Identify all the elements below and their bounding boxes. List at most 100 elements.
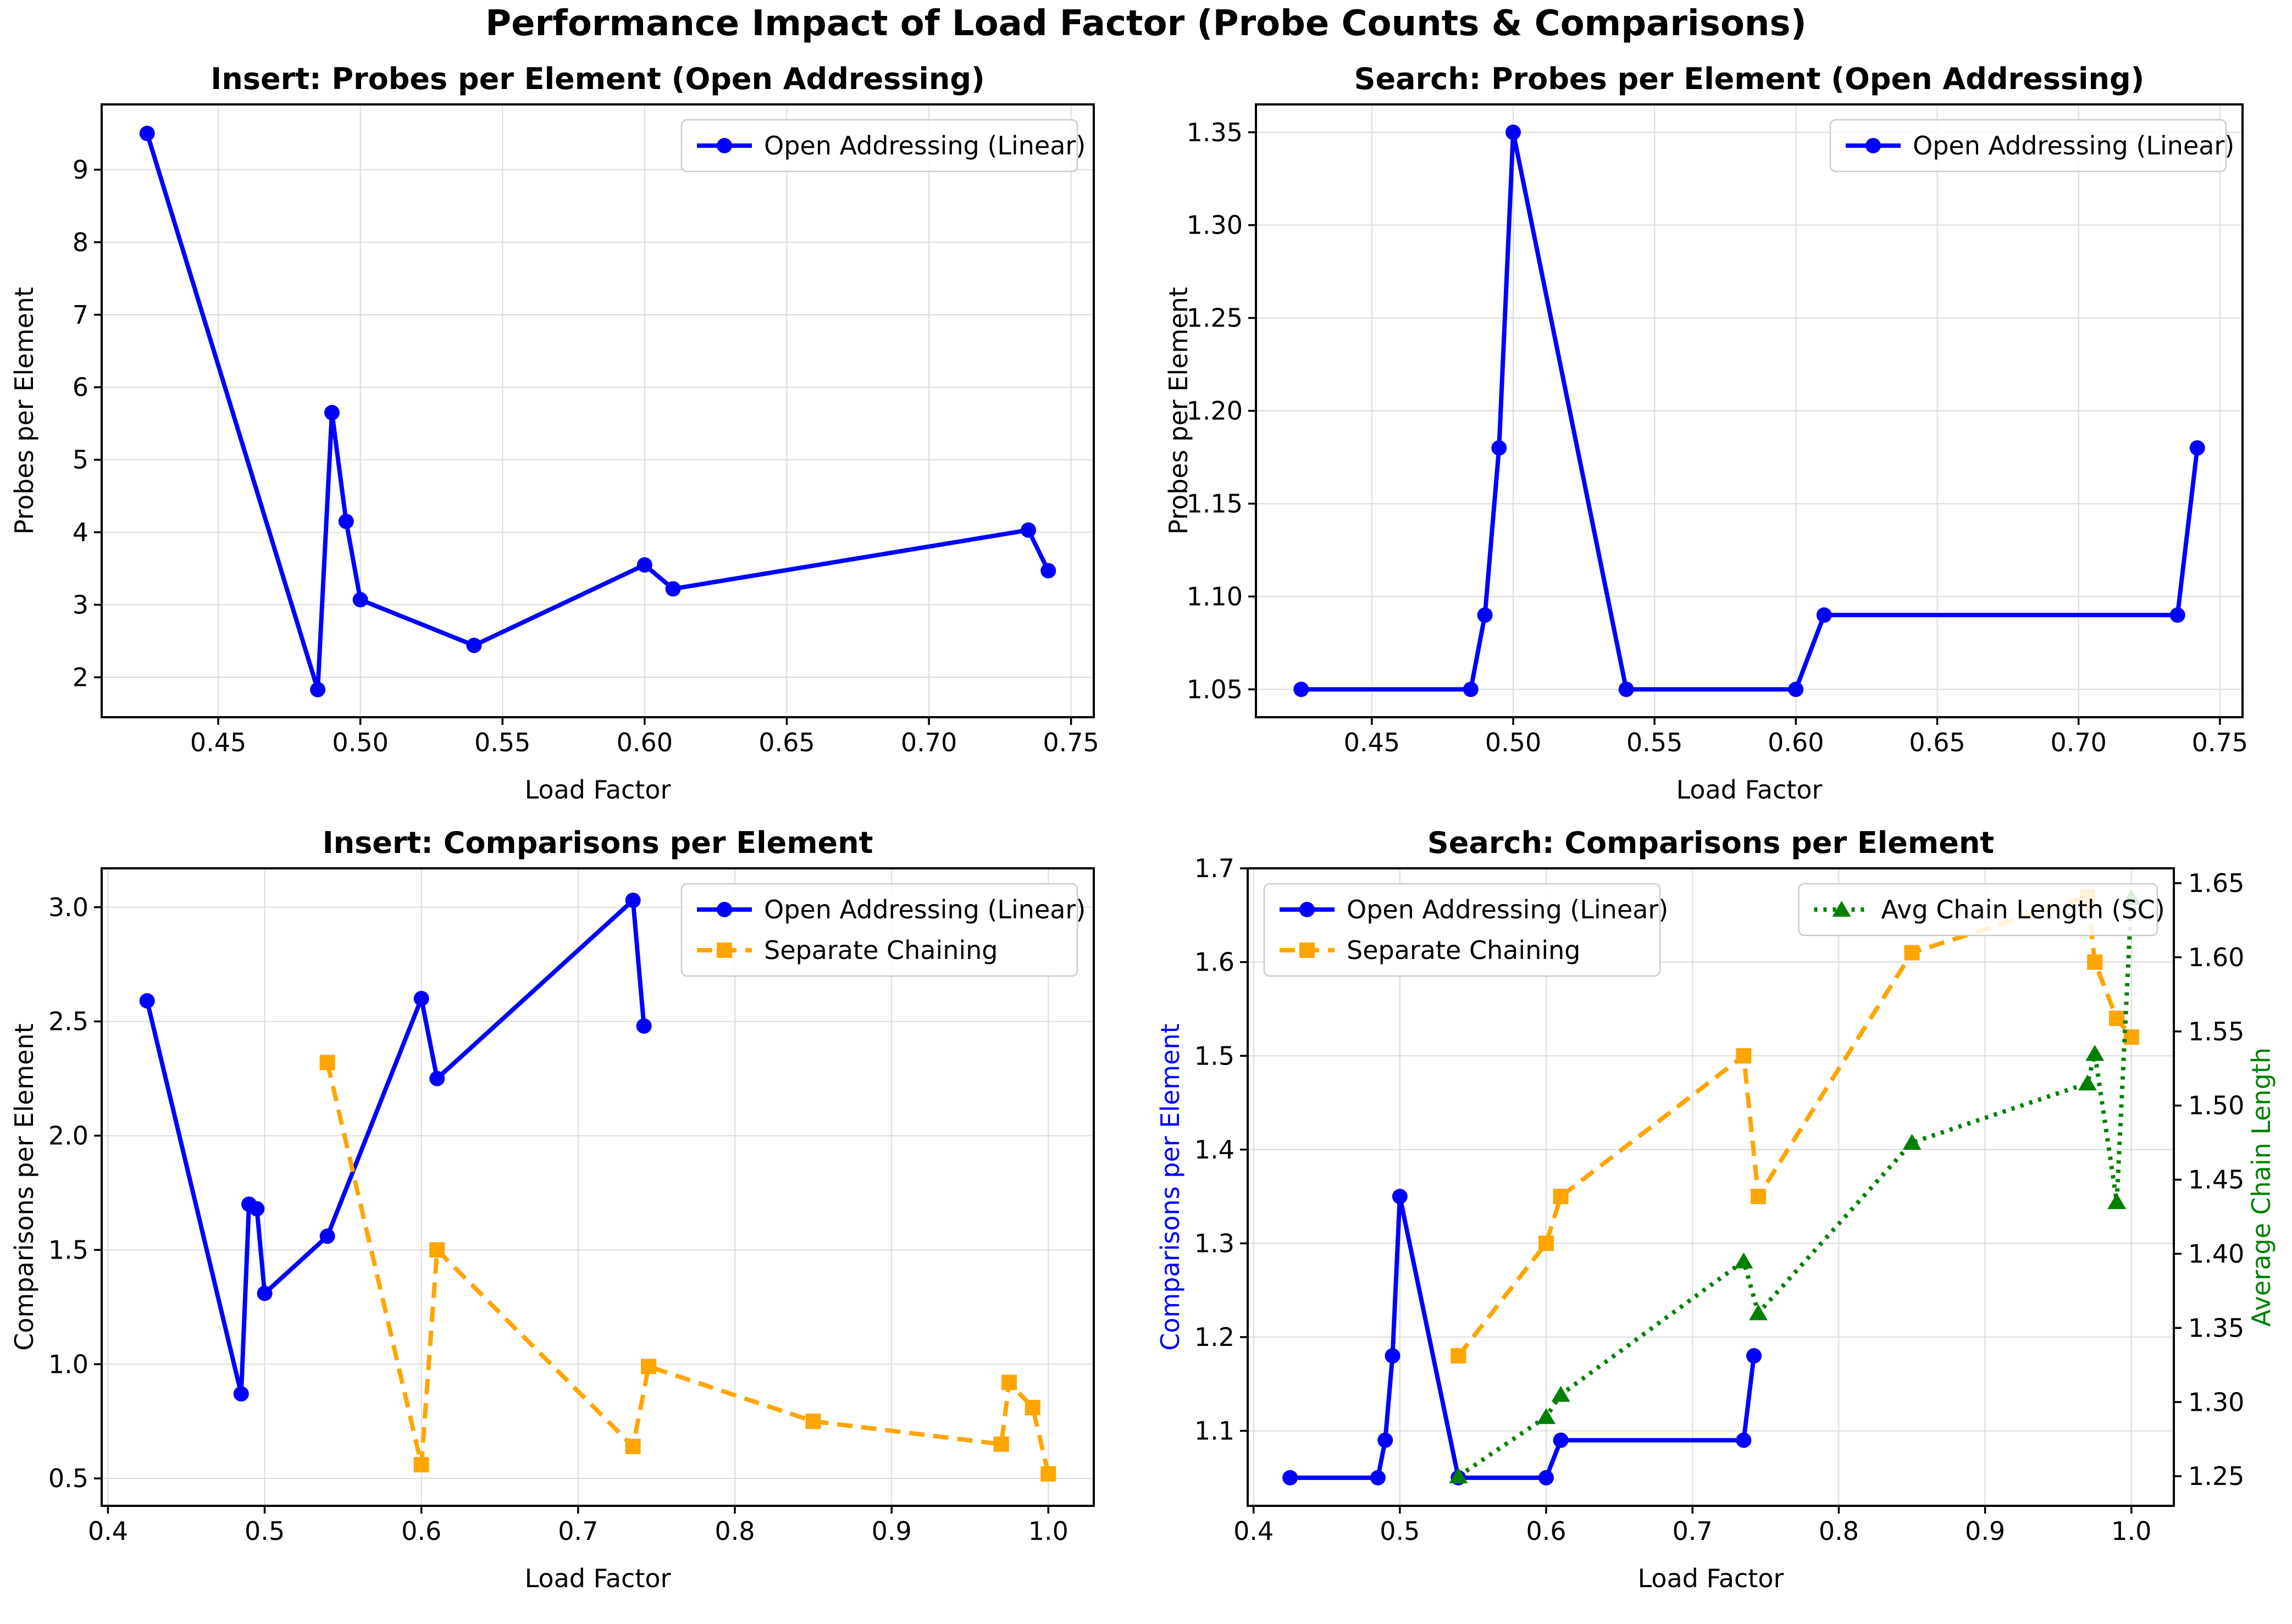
- data-point-separate-chaining: [641, 1359, 657, 1374]
- y-axis: 1.05 1.10 1.15 1.20 1.25 1.30 1.35 Probes per E…: [1164, 118, 1256, 704]
- legend-upper-right: Open Addressing (Linear) Separate Chainin…: [680, 883, 1086, 977]
- legend-box: [1798, 883, 2158, 936]
- legend-marker-circle: [1299, 902, 1315, 917]
- data-point-separate-chaining: [1538, 1235, 1554, 1251]
- data-point-open-addressing-linear: [665, 581, 681, 597]
- y-tick-label: 6: [73, 373, 88, 402]
- data-point-open-addressing-linear: [466, 638, 482, 653]
- data-point-avg-chain-length-sc: [2107, 1193, 2127, 1209]
- data-point-separate-chaining: [1001, 1374, 1017, 1390]
- data-point-open-addressing-linear: [1385, 1348, 1400, 1364]
- series-open-addressing-linear: [1293, 124, 2205, 697]
- y-tick-label: 1.2: [1194, 1322, 1234, 1352]
- y-axis-label: Comparisons per Element: [9, 1023, 39, 1350]
- chart-insert-probes-svg: 0.45 0.50 0.55 0.60 0.65 0.70 0.75 Load Factor 2…: [9, 62, 1099, 805]
- y2-tick-label: 1.30: [2188, 1387, 2244, 1417]
- legend-box: [680, 883, 1078, 977]
- y-tick-label: 1.15: [1187, 489, 1243, 519]
- y2-tick-label: 1.25: [2188, 1461, 2244, 1491]
- series-line-open-addressing-linear: [145, 898, 646, 1396]
- data-point-open-addressing-linear: [413, 990, 429, 1006]
- y2-tick-label: 1.40: [2188, 1239, 2244, 1268]
- y-tick-label: 1.5: [48, 1235, 88, 1265]
- data-point-open-addressing-linear: [338, 513, 354, 529]
- data-point-avg-chain-length-sc: [1902, 1134, 1922, 1150]
- chart-grid: 0.45 0.50 0.55 0.60 0.65 0.70 0.75 Load Factor 2…: [0, 58, 2292, 1624]
- data-point-open-addressing-linear: [1377, 1432, 1393, 1448]
- y-tick-label: 1.6: [1194, 947, 1234, 977]
- y-tick-label: 1.30: [1187, 210, 1243, 240]
- y-tick-label: 1.0: [48, 1349, 88, 1379]
- y-tick-label: 2.0: [48, 1121, 88, 1151]
- legend-label: Separate Chaining: [1347, 935, 1580, 965]
- gridlines: [1256, 104, 2243, 717]
- data-point-separate-chaining: [1451, 1348, 1466, 1364]
- data-point-separate-chaining: [1025, 1400, 1040, 1416]
- y-axis: 0.5 1.0 1.5 2.0 2.5 3.0 Comparisons per Elemen…: [9, 893, 102, 1493]
- data-point-open-addressing-linear: [319, 1228, 335, 1244]
- series-line-open-addressing-linear: [1301, 130, 2200, 692]
- legend-marker-circle: [1865, 138, 1881, 153]
- y-tick-label: 1.4: [1194, 1135, 1234, 1165]
- y-tick-label: 1.25: [1187, 303, 1243, 333]
- x-axis-label: Load Factor: [1638, 1564, 1784, 1593]
- y-tick-label: 1.3: [1194, 1228, 1234, 1258]
- legend-label: Open Addressing (Linear): [764, 131, 1086, 160]
- y-tick-label: 1.05: [1187, 674, 1243, 704]
- x-tick-label: 1.0: [2111, 1516, 2151, 1546]
- y-tick-label: 1.10: [1187, 581, 1243, 611]
- x-tick-label: 0.7: [1673, 1516, 1713, 1546]
- series-line-separate-chaining: [1457, 894, 2133, 1357]
- x-tick-label: 0.5: [245, 1516, 285, 1546]
- x-tick-label: 0.4: [1233, 1516, 1274, 1546]
- y-tick-label: 3: [73, 590, 88, 620]
- y-tick-label: 8: [73, 228, 88, 257]
- chart-title: Insert: Probes per Element (Open Address…: [211, 62, 984, 96]
- y-axis-label: Probes per Element: [9, 287, 39, 535]
- y-tick-label: 1.35: [1187, 118, 1243, 147]
- data-point-separate-chaining: [2087, 954, 2103, 970]
- y-tick-label: 2: [73, 663, 88, 692]
- data-point-open-addressing-linear: [1293, 681, 1309, 697]
- data-point-open-addressing-linear: [1021, 522, 1037, 538]
- x-tick-label: 0.50: [332, 728, 388, 757]
- x-tick-label: 0.65: [759, 728, 815, 757]
- data-point-open-addressing-linear: [352, 592, 368, 608]
- x-tick-label: 0.60: [1768, 728, 1824, 757]
- data-point-avg-chain-length-sc: [1734, 1252, 1753, 1268]
- figure-title: Performance Impact of Load Factor (Probe…: [485, 3, 1807, 44]
- legend-label: Open Addressing (Linear): [1913, 131, 2234, 160]
- chart-title: Search: Comparisons per Element: [1427, 827, 1994, 860]
- x-tick-label: 0.70: [2050, 728, 2106, 757]
- data-point-open-addressing-linear: [1477, 607, 1493, 623]
- x-tick-label: 0.65: [1909, 728, 1965, 757]
- axes-frame: [1247, 867, 2175, 1507]
- data-point-open-addressing-linear: [1491, 440, 1507, 456]
- x-tick-label: 0.45: [1344, 728, 1400, 757]
- data-point-avg-chain-length-sc: [1551, 1385, 1570, 1402]
- y-tick-label: 4: [73, 518, 88, 547]
- y-tick-label: 0.5: [48, 1464, 88, 1493]
- data-point-open-addressing-linear: [1816, 607, 1832, 623]
- data-point-open-addressing-linear: [429, 1071, 445, 1087]
- data-point-avg-chain-length-sc: [1749, 1304, 1768, 1321]
- gridlines: [102, 104, 1094, 717]
- data-point-separate-chaining: [1736, 1048, 1752, 1064]
- data-point-open-addressing-linear: [2189, 440, 2205, 456]
- y-tick-label: 1.20: [1187, 396, 1243, 426]
- series-line-separate-chaining: [325, 1062, 1051, 1475]
- data-point-avg-chain-length-sc: [1537, 1408, 1556, 1425]
- data-point-avg-chain-length-sc: [2085, 1045, 2105, 1061]
- legend-marker-square: [717, 943, 732, 958]
- x-tick-label: 0.75: [2192, 728, 2248, 757]
- x-tick-label: 0.55: [474, 728, 530, 757]
- x-tick-label: 0.75: [1043, 728, 1099, 757]
- chart-insert-probes: 0.45 0.50 0.55 0.60 0.65 0.70 0.75 Load Factor 2…: [0, 58, 1146, 827]
- y2-tick-label: 1.50: [2188, 1091, 2244, 1121]
- x-axis: 0.45 0.50 0.55 0.60 0.65 0.70 0.75 Load Factor: [1344, 717, 2248, 805]
- data-point-open-addressing-linear: [257, 1285, 273, 1301]
- y2-tick-label: 1.55: [2188, 1017, 2244, 1046]
- data-point-open-addressing-linear: [1746, 1348, 1762, 1364]
- y-tick-label: 3.0: [48, 893, 88, 922]
- x-axis: 0.4 0.5 0.6 0.7 0.8 0.9 1.0 Load Factor: [1233, 1506, 2151, 1593]
